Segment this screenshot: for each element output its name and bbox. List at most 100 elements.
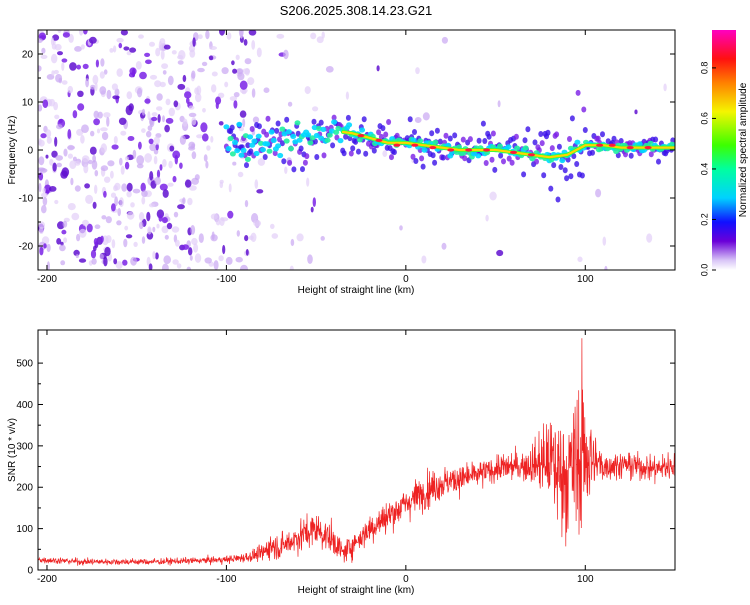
signal-mid: [326, 132, 333, 138]
signal-halo: [532, 139, 538, 146]
noise-blob: [296, 233, 304, 242]
noise-blob: [243, 39, 248, 46]
noise-blob: [40, 133, 47, 139]
noise-blob: [164, 234, 169, 240]
signal-mid: [324, 137, 331, 143]
noise-blob: [45, 154, 49, 159]
noise-blob: [100, 58, 105, 67]
noise-blob: [159, 183, 168, 191]
signal-halo: [522, 137, 528, 144]
noise-blob: [89, 146, 97, 155]
signal-mid: [496, 143, 503, 149]
signal-halo: [538, 131, 544, 137]
noise-blob: [141, 190, 148, 198]
ridge-peak: [375, 138, 383, 142]
noise-blob: [107, 160, 115, 167]
noise-blob: [100, 143, 108, 153]
noise-blob: [124, 156, 129, 161]
signal-halo: [407, 116, 413, 123]
noise-blob: [290, 238, 295, 247]
noise-blob: [188, 185, 197, 191]
noise-blob: [99, 253, 104, 260]
signal-mid: [266, 148, 273, 154]
signal-halo: [279, 140, 285, 147]
noise-blob: [144, 52, 151, 58]
signal-mid: [268, 129, 275, 135]
noise-blob: [51, 150, 58, 158]
ridge-peak: [483, 148, 491, 152]
noise-blob: [162, 189, 169, 198]
noise-blob: [42, 196, 48, 206]
signal-mid: [447, 153, 454, 159]
signal-halo: [331, 114, 337, 121]
noise-blob: [50, 37, 55, 46]
noise-blob: [138, 141, 142, 150]
noise-blob: [126, 91, 133, 100]
noise-blob: [233, 92, 240, 98]
noise-blob: [489, 191, 497, 201]
noise-blob: [38, 104, 43, 112]
noise-blob: [153, 155, 158, 165]
noise-blob: [421, 255, 427, 264]
snr-frame: [37, 329, 676, 571]
noise-blob: [217, 92, 225, 99]
signal-halo: [321, 152, 327, 159]
noise-blob: [202, 108, 206, 113]
noise-blob: [71, 212, 80, 221]
noise-blob: [56, 162, 62, 168]
noise-blob: [61, 80, 68, 85]
noise-blob: [166, 222, 173, 230]
noise-blob: [121, 183, 128, 192]
x-tick-label: -100: [216, 274, 236, 285]
noise-blob: [90, 130, 95, 137]
noise-blob: [232, 161, 237, 166]
signal-halo: [571, 153, 577, 160]
signal-halo: [341, 150, 347, 157]
signal-halo: [256, 123, 262, 130]
noise-blob: [304, 86, 311, 95]
noise-blob: [45, 129, 52, 139]
signal-halo: [440, 154, 446, 161]
signal-halo: [229, 124, 235, 131]
signal-halo: [363, 150, 369, 157]
signal-halo: [521, 171, 527, 178]
noise-blob: [82, 63, 89, 70]
noise-blob: [186, 266, 191, 270]
noise-blob: [238, 30, 244, 37]
noise-blob: [167, 75, 174, 86]
signal-halo: [452, 132, 458, 139]
ridge-peak: [447, 148, 455, 152]
y-tick-label: 0: [27, 146, 33, 157]
noise-blob: [138, 221, 144, 230]
noise-blob: [173, 211, 179, 218]
noise-blob: [191, 237, 198, 246]
noise-blob: [245, 249, 249, 256]
noise-blob: [61, 229, 67, 235]
noise-blob: [57, 221, 65, 230]
noise-blob: [187, 197, 193, 206]
signal-halo: [551, 162, 557, 169]
signal-halo: [541, 172, 547, 179]
noise-blob: [316, 36, 324, 44]
noise-blob: [43, 243, 47, 249]
noise-blob: [113, 185, 118, 192]
noise-blob: [81, 124, 89, 133]
noise-blob: [116, 37, 124, 43]
noise-blob: [168, 160, 173, 169]
noise-blob: [72, 110, 78, 119]
noise-blob: [184, 179, 192, 188]
noise-blob: [158, 214, 163, 222]
signal-mid: [234, 148, 241, 154]
signal-halo: [314, 154, 320, 160]
signal-mid: [283, 138, 290, 144]
noise-blob: [54, 114, 60, 120]
noise-blob: [236, 68, 244, 75]
noise-blob: [38, 138, 42, 146]
noise-blob: [87, 159, 93, 165]
noise-blob: [321, 31, 325, 39]
noise-blob: [496, 249, 504, 257]
signal-mid: [277, 152, 284, 159]
signal-halo: [574, 161, 580, 167]
noise-blob: [197, 67, 205, 73]
